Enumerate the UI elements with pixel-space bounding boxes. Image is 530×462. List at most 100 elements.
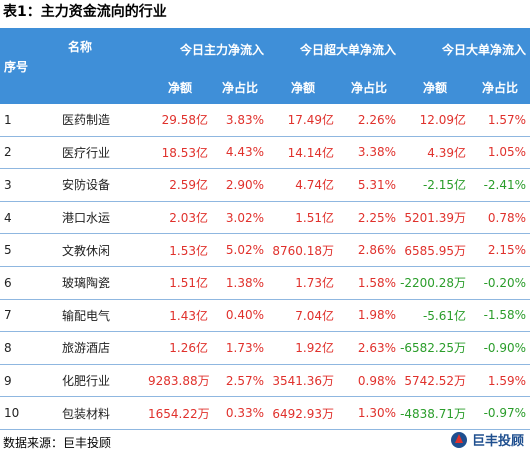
row-main-net: 18.53亿 [148, 136, 212, 170]
row-main-ratio: 0.40% [212, 299, 269, 333]
row-main-net: 9283.88万 [148, 364, 212, 398]
row-main-net: 1.26亿 [148, 331, 212, 365]
row-large-net: -4838.71万 [400, 396, 471, 430]
row-large-ratio: -2.41% [470, 168, 530, 202]
industry-fund-flow-table: 序号 名称 今日主力净流入 今日超大单净流入 今日大单净流入 净额 净占比 净额… [0, 28, 530, 430]
row-super-net: 7.04亿 [268, 299, 339, 333]
table-row: 4 港口水运 2.03亿 3.02% 1.51亿 2.25% 5201.39万 0.78% [0, 201, 530, 235]
row-super-net: 6492.93万 [268, 396, 339, 430]
table-row: 6 玻璃陶瓷 1.51亿 1.38% 1.73亿 1.58% -2200.28万 -0.20% [0, 266, 530, 300]
row-large-ratio: 1.59% [470, 364, 530, 398]
table-row: 2 医疗行业 18.53亿 4.43% 14.14亿 3.38% 4.39亿 1.05% [0, 136, 530, 170]
row-index: 6 [0, 266, 58, 300]
row-name: 港口水运 [58, 201, 148, 235]
table-row: 3 安防设备 2.59亿 2.90% 4.74亿 5.31% -2.15亿 -2.41% [0, 168, 530, 202]
row-main-net: 1.53亿 [148, 233, 212, 267]
row-super-ratio: 2.86% [338, 233, 401, 267]
row-super-net: 14.14亿 [268, 136, 339, 170]
row-large-net: -6582.25万 [400, 331, 471, 365]
row-index: 3 [0, 168, 58, 202]
row-name: 包装材料 [58, 396, 148, 430]
header-main-inflow: 今日主力净流入 [148, 28, 269, 70]
row-large-net: 12.09亿 [400, 104, 471, 137]
table-row: 10 包装材料 1654.22万 0.33% 6492.93万 1.30% -4838.71… [0, 396, 530, 430]
row-name: 医药制造 [58, 104, 148, 137]
row-large-net: -5.61亿 [400, 299, 471, 333]
row-main-net: 1.43亿 [148, 299, 212, 333]
row-large-ratio: 2.15% [470, 233, 530, 267]
row-large-ratio: -0.20% [470, 266, 530, 300]
header-row-metrics: 净额 净占比 净额 净占比 净额 净占比 [0, 70, 530, 104]
header-super-large-inflow: 今日超大单净流入 [268, 28, 401, 70]
row-name: 文教休闲 [58, 233, 148, 267]
row-main-ratio: 5.02% [212, 233, 269, 267]
row-main-ratio: 1.73% [212, 331, 269, 365]
header-large-inflow: 今日大单净流入 [400, 28, 530, 70]
header-index: 序号 [0, 28, 58, 104]
row-super-net: 17.49亿 [268, 104, 339, 137]
row-name: 旅游酒店 [58, 331, 148, 365]
row-super-ratio: 2.26% [338, 104, 401, 137]
data-source-note: 数据来源：巨丰投顾 [3, 436, 112, 450]
row-main-net: 2.59亿 [148, 168, 212, 202]
row-main-ratio: 3.02% [212, 201, 269, 235]
row-super-ratio: 2.63% [338, 331, 401, 365]
row-large-ratio: 1.57% [470, 104, 530, 137]
table-row: 5 文教休闲 1.53亿 5.02% 8760.18万 2.86% 6585.95万 2.15… [0, 233, 530, 267]
row-main-net: 1654.22万 [148, 396, 212, 430]
row-super-ratio: 1.98% [338, 299, 401, 333]
header-large-net: 净额 [400, 70, 471, 104]
row-large-net: 5742.52万 [400, 364, 471, 398]
row-main-ratio: 0.33% [212, 396, 269, 430]
row-index: 10 [0, 396, 58, 430]
row-index: 9 [0, 364, 58, 398]
table-title: 表1：主力资金流向的行业 [3, 4, 167, 20]
row-name: 安防设备 [58, 168, 148, 202]
row-large-net: 4.39亿 [400, 136, 471, 170]
row-index: 4 [0, 201, 58, 235]
table-row: 9 化肥行业 9283.88万 2.57% 3541.36万 0.98% 5742.52万 1… [0, 364, 530, 398]
row-super-ratio: 0.98% [338, 364, 401, 398]
row-super-net: 3541.36万 [268, 364, 339, 398]
table-row: 8 旅游酒店 1.26亿 1.73% 1.92亿 2.63% -6582.25万 -0.90% [0, 331, 530, 365]
row-large-net: -2.15亿 [400, 168, 471, 202]
brand-logo-icon [450, 431, 467, 448]
row-large-net: -2200.28万 [400, 266, 471, 300]
row-main-net: 1.51亿 [148, 266, 212, 300]
header-main-net: 净额 [148, 70, 212, 104]
brand-logo-text: 巨丰投顾 [471, 434, 524, 449]
row-main-ratio: 2.57% [212, 364, 269, 398]
row-large-net: 5201.39万 [400, 201, 471, 235]
row-super-net: 1.51亿 [268, 201, 339, 235]
row-large-ratio: 1.05% [470, 136, 530, 170]
row-large-ratio: -1.58% [470, 299, 530, 333]
table-row: 1 医药制造 29.58亿 3.83% 17.49亿 2.26% 12.09亿 1.57% [0, 104, 530, 137]
row-index: 7 [0, 299, 58, 333]
row-main-net: 29.58亿 [148, 104, 212, 137]
header-large-ratio: 净占比 [470, 70, 530, 104]
row-name: 化肥行业 [58, 364, 148, 398]
table-row: 7 输配电气 1.43亿 0.40% 7.04亿 1.98% -5.61亿 -1.58% [0, 299, 530, 333]
header-row-groups: 序号 名称 今日主力净流入 今日超大单净流入 今日大单净流入 [0, 28, 530, 104]
row-large-ratio: -0.90% [470, 331, 530, 365]
header-super-ratio: 净占比 [338, 70, 401, 104]
row-name: 医疗行业 [58, 136, 148, 170]
row-large-ratio: -0.97% [470, 396, 530, 430]
row-large-net: 6585.95万 [400, 233, 471, 267]
row-super-ratio: 1.58% [338, 266, 401, 300]
row-super-ratio: 1.30% [338, 396, 401, 430]
row-super-net: 4.74亿 [268, 168, 339, 202]
row-super-ratio: 2.25% [338, 201, 401, 235]
row-name: 输配电气 [58, 299, 148, 333]
row-super-net: 8760.18万 [268, 233, 339, 267]
row-index: 8 [0, 331, 58, 365]
row-super-ratio: 3.38% [338, 136, 401, 170]
row-name: 玻璃陶瓷 [58, 266, 148, 300]
row-index: 2 [0, 136, 58, 170]
header-super-net: 净额 [268, 70, 339, 104]
row-main-ratio: 4.43% [212, 136, 269, 170]
row-index: 1 [0, 104, 58, 137]
header-main-ratio: 净占比 [212, 70, 269, 104]
row-super-net: 1.92亿 [268, 331, 339, 365]
row-main-ratio: 3.83% [212, 104, 269, 137]
